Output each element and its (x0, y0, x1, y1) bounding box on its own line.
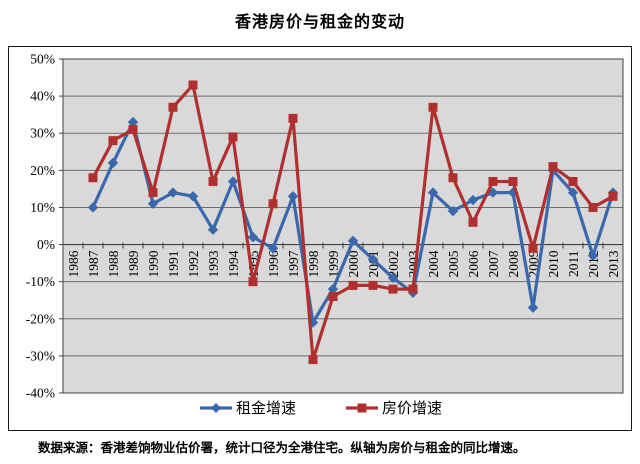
data-point-square (608, 191, 618, 201)
x-axis-label: 2010 (546, 250, 561, 277)
data-point-square (148, 188, 158, 198)
data-point-diamond (87, 202, 99, 213)
legend-label: 房价增速 (382, 401, 443, 417)
x-axis-label: 1994 (226, 250, 241, 277)
x-axis-label: 1996 (266, 250, 281, 277)
data-point-square (568, 176, 578, 186)
x-axis-label: 1991 (166, 251, 181, 278)
y-axis-label: 0% (37, 237, 55, 252)
legend-item-rent: 租金增速 (198, 397, 296, 418)
data-point-square (168, 102, 178, 112)
x-axis-label: 1997 (286, 250, 301, 277)
x-axis-label: 1986 (66, 250, 81, 277)
data-point-diamond (227, 176, 239, 187)
chart-title: 香港房价与租金的变动 (234, 14, 405, 31)
x-axis-label: 1990 (146, 250, 161, 277)
data-point-square (228, 132, 238, 142)
data-point-diamond (467, 194, 479, 206)
data-point-square (108, 136, 118, 146)
data-point-square (548, 162, 558, 172)
data-point-square (328, 292, 338, 302)
y-axis-label: -20% (26, 311, 55, 326)
y-axis-label: 50% (30, 52, 55, 67)
data-point-diamond (267, 243, 279, 254)
data-point-diamond (207, 224, 219, 235)
x-axis-label: 1988 (106, 250, 121, 277)
x-axis-label: 1999 (326, 250, 341, 277)
data-point-square (248, 277, 258, 287)
data-point-square (128, 125, 138, 135)
plot-border (62, 58, 624, 394)
data-point-diamond (567, 187, 579, 198)
data-point-diamond (247, 231, 259, 243)
data-point-diamond (107, 157, 119, 169)
x-axis-label: 2006 (466, 250, 481, 277)
line-chart: 50% 40% 30% 20% 10% 0% -10% -20% -30% -40% 1986 198… (26, 52, 624, 401)
x-axis-label: 1998 (306, 250, 321, 277)
data-point-square (188, 80, 198, 90)
data-point-diamond (387, 272, 399, 284)
data-point-square (268, 199, 278, 209)
legend-marker-icon (199, 402, 232, 413)
data-point-diamond (427, 187, 439, 198)
chart-legend: 租金增速 房价增速 (9, 397, 631, 418)
x-axis-label: 2005 (446, 250, 461, 277)
x-axis-label: 1989 (126, 250, 141, 277)
source-note: 数据来源：香港差饷物业估价署，统计口径为全港住宅。纵轴为房价与租金的同比增速。 (38, 441, 526, 455)
x-axis-label: 2000 (346, 250, 361, 277)
data-point-diamond (147, 198, 159, 209)
data-point-diamond (347, 235, 359, 247)
data-point-square (308, 355, 318, 365)
data-point-diamond (447, 205, 459, 217)
y-axis-label: -30% (26, 348, 55, 363)
data-point-square (348, 280, 358, 290)
y-axis-label: -40% (26, 386, 55, 401)
chart-frame: 50% 40% 30% 20% 10% 0% -10% -20% -30% -40% 1986 198… (8, 46, 632, 431)
x-axis-label: 2002 (386, 251, 401, 278)
data-point-diamond (527, 302, 539, 313)
data-point-square (408, 284, 418, 294)
data-point-square (528, 243, 538, 253)
x-axis-label: 2007 (486, 250, 501, 277)
y-axis-label: 40% (30, 89, 55, 104)
data-point-square (208, 176, 218, 186)
data-point-square (388, 284, 398, 294)
y-axis-label: -10% (26, 274, 55, 289)
x-axis-label: 2008 (506, 250, 521, 277)
x-axis-label: 2011 (566, 251, 581, 277)
data-point-diamond (167, 187, 179, 198)
data-point-square (428, 102, 438, 112)
data-point-diamond (187, 191, 199, 202)
x-axis-label: 1993 (206, 250, 221, 277)
data-point-diamond (327, 283, 339, 295)
data-point-square (508, 176, 518, 186)
x-axis-label: 1992 (186, 251, 201, 278)
data-point-square (488, 176, 498, 186)
data-point-diamond (587, 250, 599, 261)
y-axis-label: 20% (30, 163, 55, 178)
data-point-diamond (287, 191, 299, 202)
x-axis-label: 2013 (606, 250, 621, 277)
data-point-square (448, 173, 458, 183)
data-point-square (368, 280, 378, 290)
data-point-square (88, 173, 98, 183)
y-axis-label: 10% (30, 200, 55, 215)
legend-item-price: 房价增速 (344, 397, 442, 418)
plot-area (63, 59, 623, 393)
legend-marker-icon (346, 403, 378, 412)
legend-label: 租金增速 (235, 401, 296, 417)
data-point-square (288, 113, 298, 123)
data-point-square (588, 202, 598, 212)
data-point-square (468, 217, 478, 227)
x-axis-label: 1987 (86, 250, 101, 277)
y-axis-label: 30% (30, 126, 55, 141)
x-axis-label: 2004 (426, 250, 441, 277)
